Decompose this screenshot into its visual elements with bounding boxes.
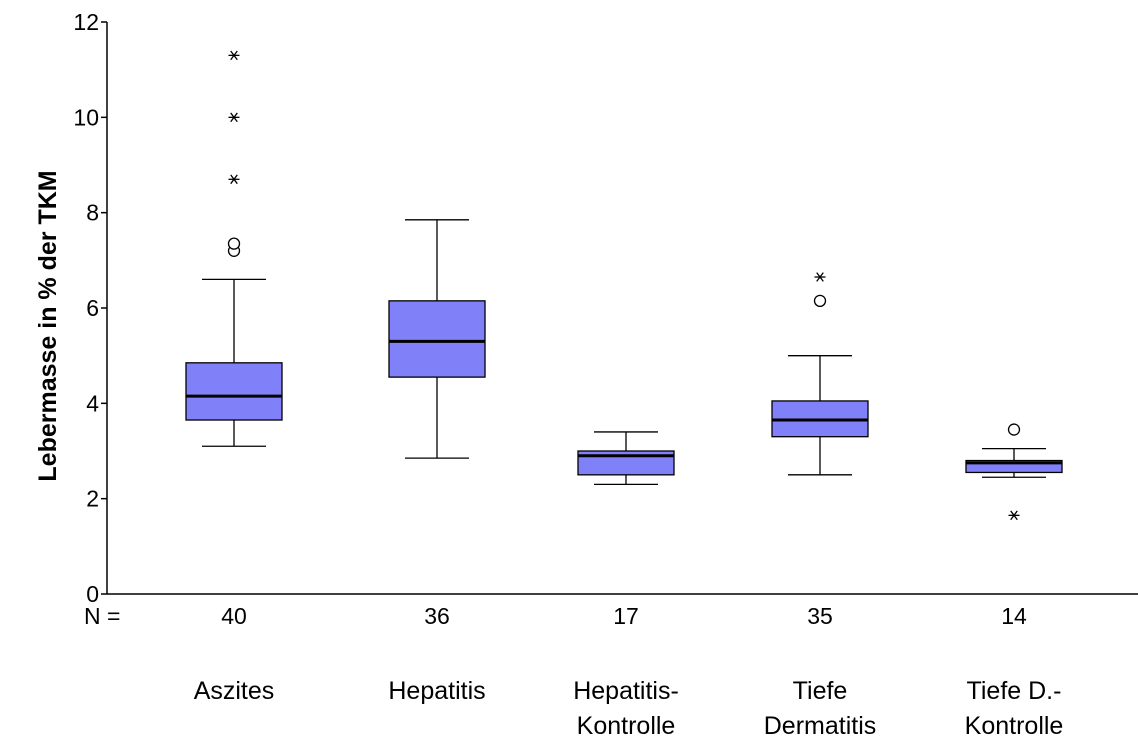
category-label: Kontrolle bbox=[577, 712, 676, 740]
outlier-marker bbox=[813, 294, 827, 308]
box-group bbox=[771, 272, 869, 476]
category-label: Kontrolle bbox=[965, 712, 1064, 740]
category-label: Hepatitis- bbox=[573, 677, 679, 705]
category-label: Hepatitis bbox=[388, 677, 485, 705]
extreme-outlier-marker bbox=[228, 112, 240, 123]
category-label: Dermatitis bbox=[764, 712, 877, 740]
y-tick-label: 4 bbox=[86, 390, 99, 416]
category-label: Aszites bbox=[194, 677, 275, 705]
category-label: Tiefe D.- bbox=[967, 677, 1062, 705]
axes: 0 2 4 6 8 10 12 bbox=[73, 9, 1138, 607]
extreme-outlier-marker bbox=[228, 174, 240, 185]
y-tick-label: 0 bbox=[86, 581, 99, 607]
iqr-box bbox=[388, 300, 486, 378]
outlier-marker bbox=[227, 237, 241, 250]
box-group bbox=[577, 431, 675, 486]
y-tick-label: 8 bbox=[86, 200, 99, 226]
extreme-outlier-marker bbox=[1008, 510, 1020, 521]
n-prefix: N = bbox=[84, 603, 120, 629]
iqr-box bbox=[185, 362, 283, 421]
boxes bbox=[185, 50, 1063, 521]
box-group bbox=[965, 423, 1063, 521]
extreme-outlier-marker bbox=[228, 50, 240, 61]
y-tick-label: 10 bbox=[73, 104, 99, 130]
labels: N = 40 Aszites 36 Hepatitis 17 Hepatitis- Kontr… bbox=[84, 603, 1063, 740]
box-group bbox=[388, 219, 486, 459]
n-value: 17 bbox=[613, 603, 639, 629]
n-value: 35 bbox=[807, 603, 833, 629]
iqr-box bbox=[965, 459, 1063, 474]
y-tick-label: 2 bbox=[86, 486, 99, 512]
box-group bbox=[185, 50, 283, 447]
outlier-marker bbox=[1007, 423, 1021, 436]
n-value: 36 bbox=[424, 603, 450, 629]
y-tick-label: 6 bbox=[86, 295, 99, 321]
n-value: 40 bbox=[221, 603, 247, 629]
y-tick-label: 12 bbox=[73, 9, 99, 35]
extreme-outlier-marker bbox=[814, 272, 826, 282]
y-axis-label: Lebermasse in % der TKM bbox=[34, 170, 62, 481]
category-label: Tiefe bbox=[793, 677, 848, 705]
n-value: 14 bbox=[1001, 603, 1027, 629]
